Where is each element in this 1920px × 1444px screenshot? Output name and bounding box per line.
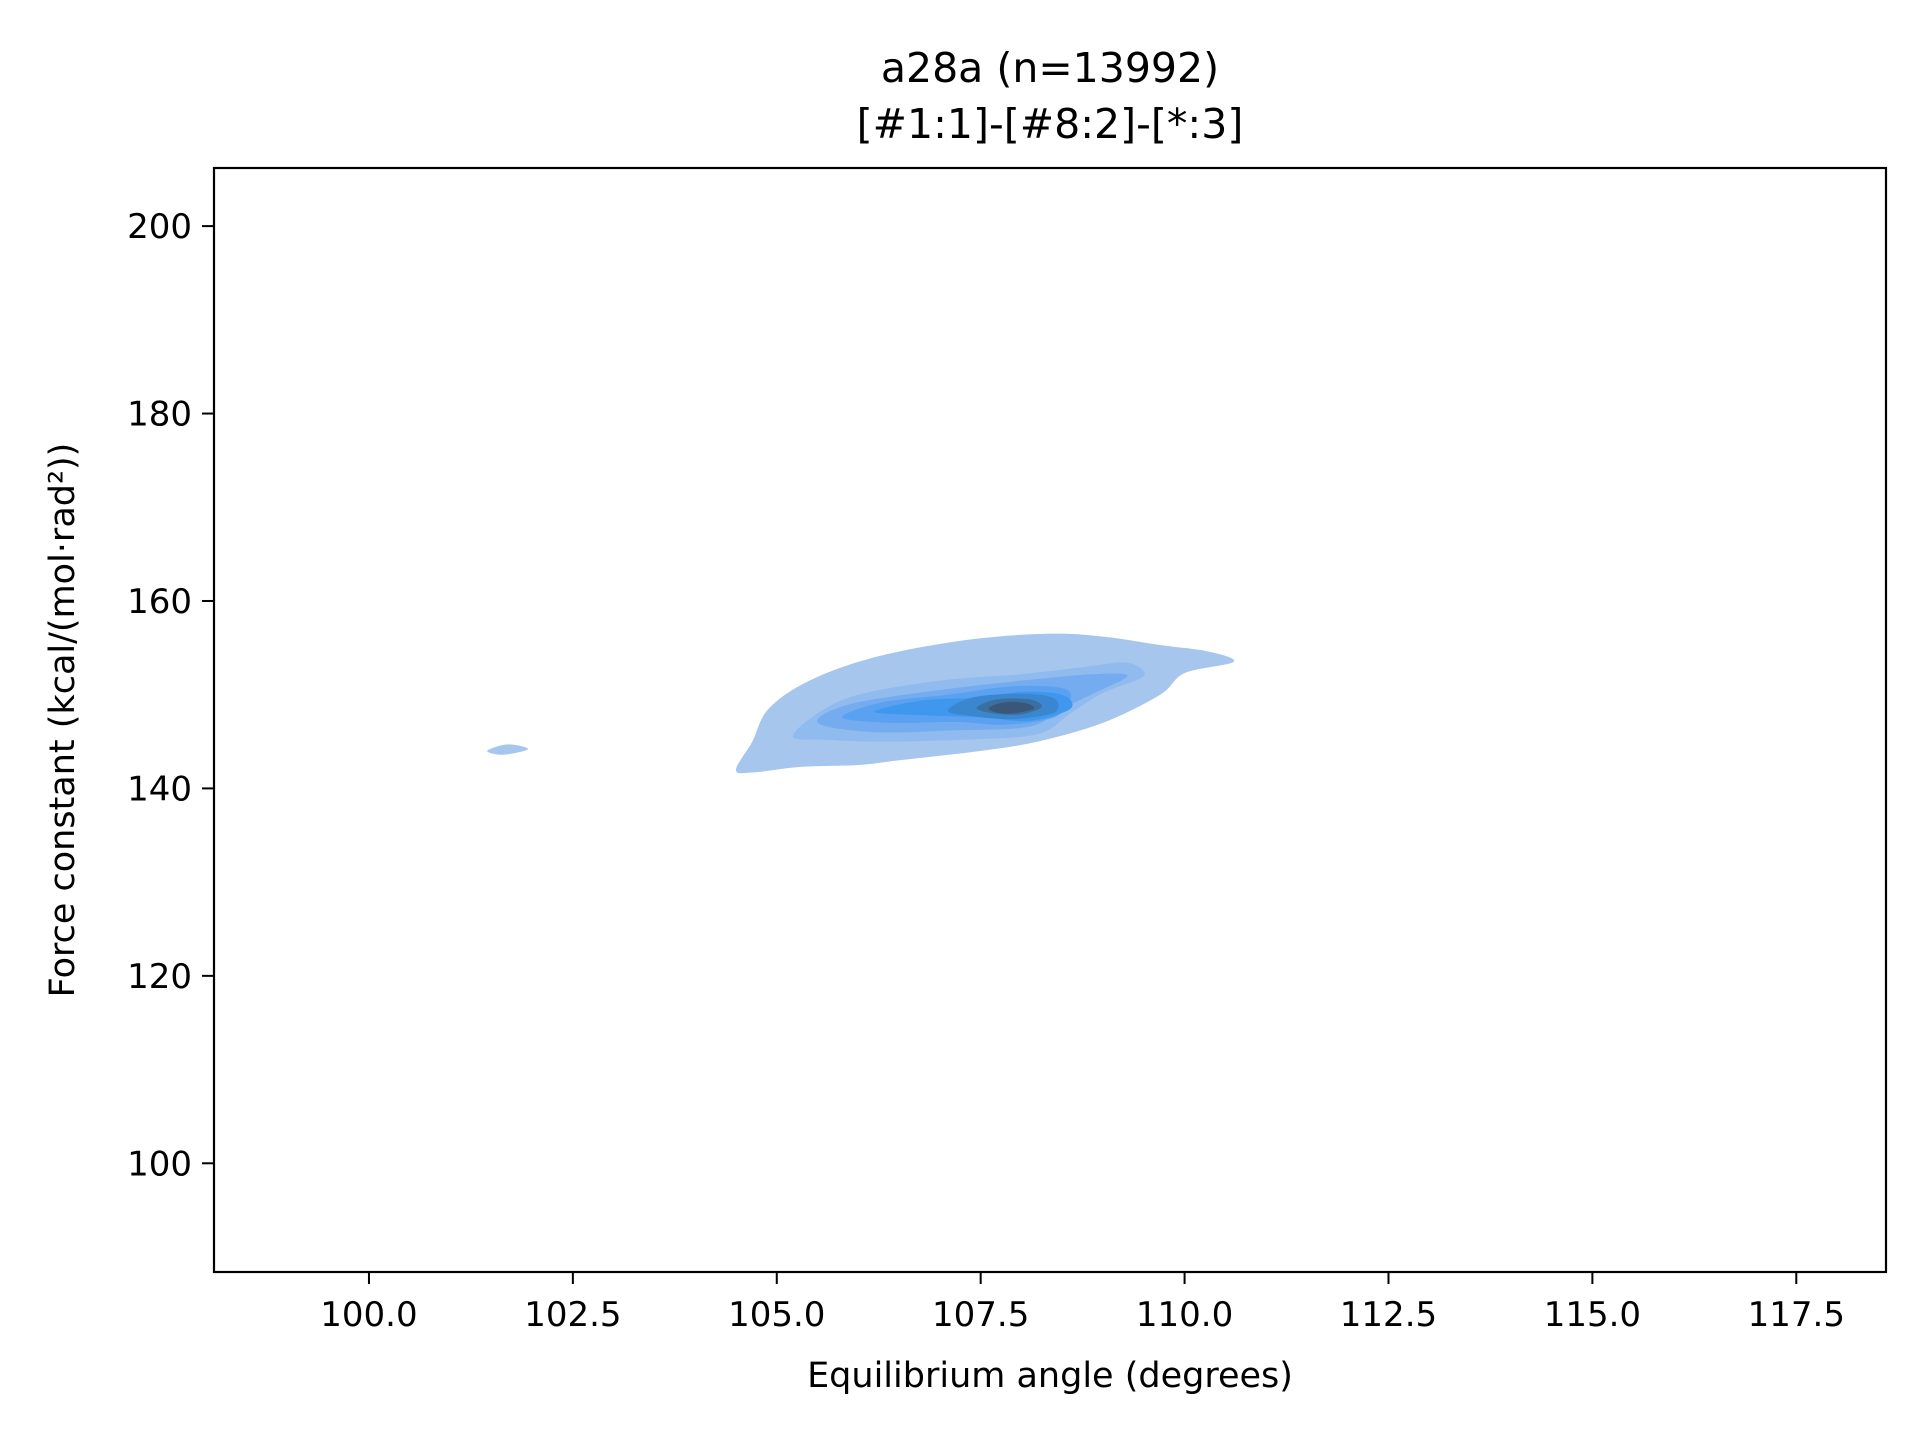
x-tick-label: 102.5 <box>524 1295 621 1335</box>
x-axis-label: Equilibrium angle (degrees) <box>807 1356 1293 1396</box>
y-tick-label: 160 <box>127 582 192 622</box>
y-axis-label: Force constant (kcal/(mol·rad²)) <box>43 443 83 998</box>
y-axis: 100 120 140 160 180 200 <box>127 207 214 1184</box>
x-tick-label: 100.0 <box>320 1295 417 1335</box>
chart-title: a28a (n=13992) <box>881 44 1219 92</box>
x-tick-label: 117.5 <box>1748 1295 1845 1335</box>
y-tick-label: 200 <box>127 207 192 247</box>
density-contour-level-1 <box>487 744 529 755</box>
contour-layer <box>487 633 1235 774</box>
y-tick-label: 140 <box>127 769 192 809</box>
chart-subtitle: [#1:1]-[#8:2]-[*:3] <box>857 100 1244 148</box>
x-tick-label: 112.5 <box>1340 1295 1437 1335</box>
x-axis: 100.0 102.5 105.0 107.5 110.0 112.5 115.0 117.5 <box>320 1272 1845 1335</box>
y-tick-label: 180 <box>127 395 192 435</box>
x-tick-label: 115.0 <box>1544 1295 1641 1335</box>
plot-area-frame <box>212 166 1888 1274</box>
density-contour-level-8 <box>988 701 1035 714</box>
y-tick-label: 120 <box>127 957 192 997</box>
x-tick-label: 105.0 <box>728 1295 825 1335</box>
x-tick-label: 110.0 <box>1136 1295 1233 1335</box>
x-tick-label: 107.5 <box>932 1295 1029 1335</box>
y-tick-label: 100 <box>127 1144 192 1184</box>
